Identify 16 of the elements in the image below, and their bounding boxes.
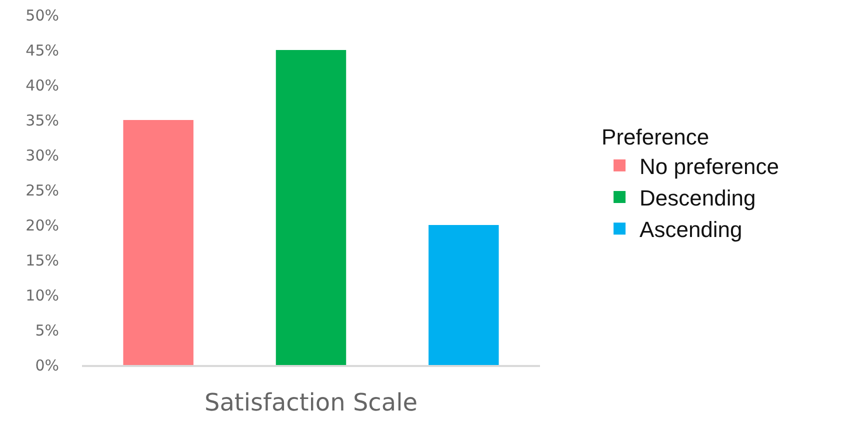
y-tick-label: 10% [26,286,59,304]
y-tick-label: 35% [26,111,59,130]
y-tick-label: 50% [26,6,59,24]
y-tick-label: 0% [35,356,59,374]
y-tick-label: 30% [26,146,59,164]
y-tick-label: 25% [26,181,59,200]
y-tick-label: 40% [26,76,59,94]
y-tick-label: 45% [26,41,59,60]
x-axis-title: Satisfaction Scale [204,388,418,417]
y-tick-label: 15% [26,251,59,270]
legend-label: Ascending [640,217,742,242]
y-tick-label: 5% [35,321,59,340]
legend-label: No preference [640,154,779,179]
legend-label: Descending [640,186,756,211]
legend-title: Preference [602,124,710,150]
y-tick-label: 20% [26,216,59,234]
